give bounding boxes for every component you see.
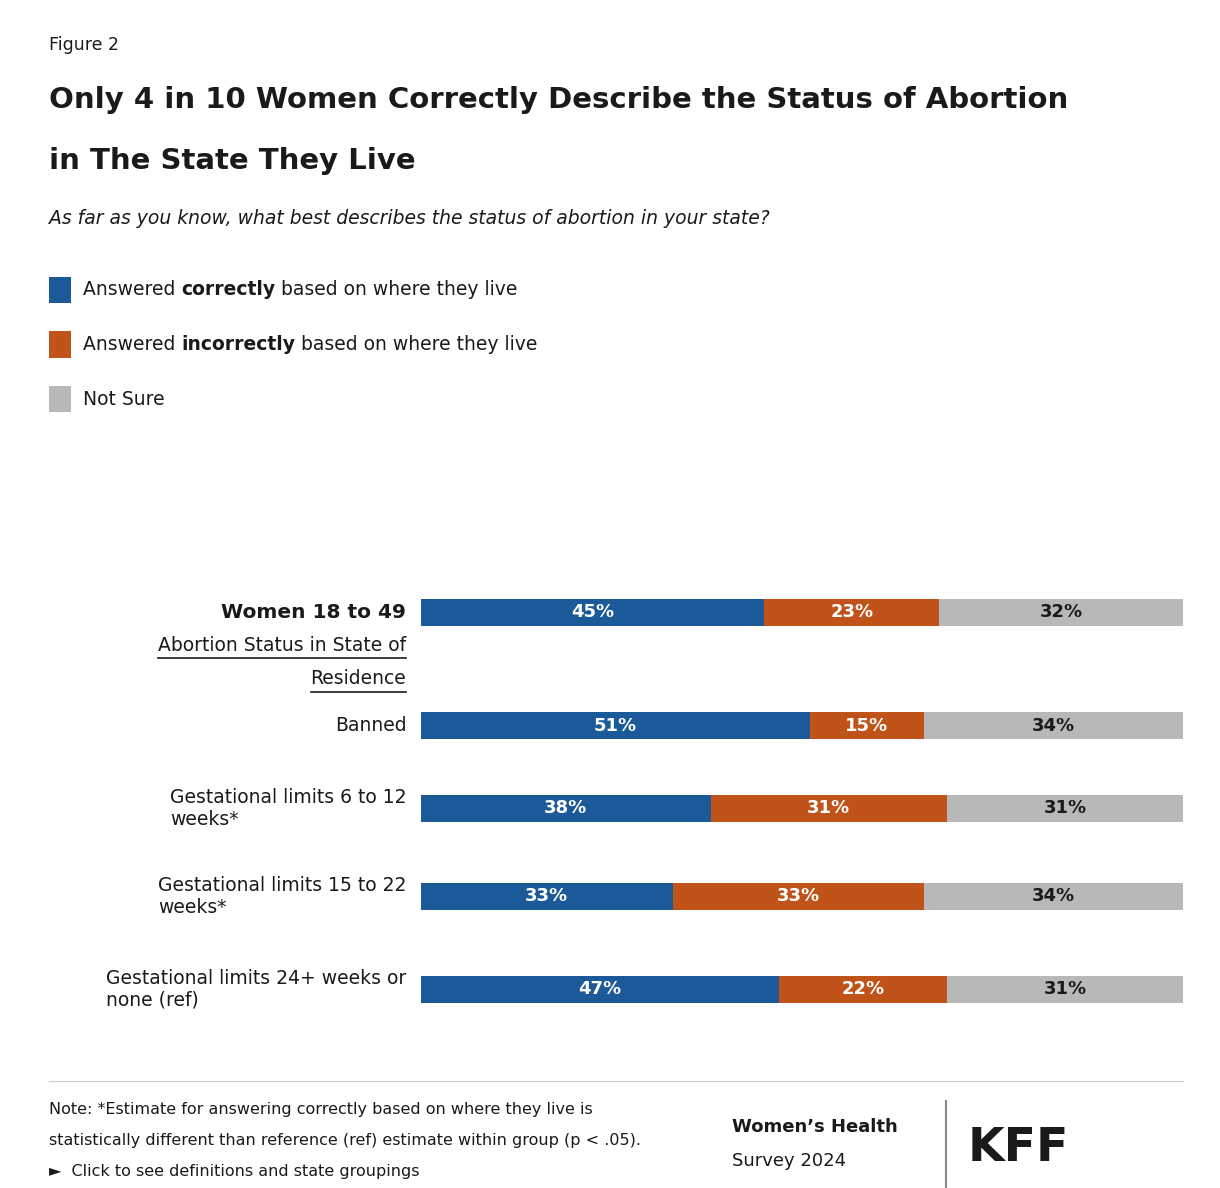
- Text: 47%: 47%: [578, 980, 622, 998]
- Text: 34%: 34%: [1032, 716, 1075, 735]
- Text: Women 18 to 49: Women 18 to 49: [221, 602, 406, 621]
- Text: incorrectly: incorrectly: [182, 335, 295, 354]
- Bar: [672, 883, 925, 910]
- Bar: [947, 975, 1183, 1003]
- Text: Answered: Answered: [83, 280, 182, 299]
- Text: Note: *Estimate for answering correctly based on where they live is: Note: *Estimate for answering correctly …: [49, 1102, 593, 1118]
- Bar: [780, 975, 947, 1003]
- Text: Gestational limits 24+ weeks or
none (ref): Gestational limits 24+ weeks or none (re…: [106, 969, 406, 1010]
- Bar: [421, 599, 764, 626]
- Bar: [924, 713, 1183, 739]
- Text: Women’s Health: Women’s Health: [732, 1118, 898, 1137]
- Text: statistically different than reference (ref) estimate within group (p < .05).: statistically different than reference (…: [49, 1133, 640, 1149]
- Text: 33%: 33%: [525, 887, 569, 905]
- Text: based on where they live: based on where they live: [276, 280, 517, 299]
- Text: KFF: KFF: [967, 1126, 1069, 1171]
- Bar: [924, 883, 1183, 910]
- Text: 34%: 34%: [1032, 887, 1075, 905]
- Text: 31%: 31%: [1043, 980, 1087, 998]
- Text: 31%: 31%: [1043, 800, 1087, 817]
- Text: Figure 2: Figure 2: [49, 36, 118, 53]
- Text: Not Sure: Not Sure: [83, 390, 165, 409]
- Text: based on where they live: based on where they live: [295, 335, 538, 354]
- Text: 22%: 22%: [842, 980, 884, 998]
- Text: in The State They Live: in The State They Live: [49, 147, 416, 176]
- Text: Abortion Status in State of: Abortion Status in State of: [159, 636, 406, 655]
- Bar: [764, 599, 939, 626]
- Bar: [810, 713, 924, 739]
- Bar: [421, 713, 810, 739]
- Bar: [421, 975, 780, 1003]
- Text: Only 4 in 10 Women Correctly Describe the Status of Abortion: Only 4 in 10 Women Correctly Describe th…: [49, 86, 1068, 114]
- Bar: [710, 795, 947, 822]
- Bar: [421, 883, 672, 910]
- Text: 32%: 32%: [1039, 604, 1083, 621]
- Text: Residence: Residence: [311, 669, 406, 688]
- Text: 45%: 45%: [571, 604, 614, 621]
- Text: ►  Click to see definitions and state groupings: ► Click to see definitions and state gro…: [49, 1164, 420, 1180]
- Text: Gestational limits 6 to 12
weeks*: Gestational limits 6 to 12 weeks*: [170, 788, 406, 829]
- Text: Gestational limits 15 to 22
weeks*: Gestational limits 15 to 22 weeks*: [157, 876, 406, 917]
- Bar: [947, 795, 1183, 822]
- Text: Answered: Answered: [83, 335, 182, 354]
- Text: 23%: 23%: [830, 604, 874, 621]
- Text: correctly: correctly: [182, 280, 276, 299]
- Bar: [421, 795, 710, 822]
- Text: 31%: 31%: [808, 800, 850, 817]
- Text: 33%: 33%: [777, 887, 820, 905]
- Text: Survey 2024: Survey 2024: [732, 1151, 847, 1170]
- Text: As far as you know, what best describes the status of abortion in your state?: As far as you know, what best describes …: [49, 209, 770, 228]
- Text: 51%: 51%: [594, 716, 637, 735]
- Bar: [939, 599, 1183, 626]
- Text: Banned: Banned: [334, 716, 406, 735]
- Text: 15%: 15%: [845, 716, 888, 735]
- Text: 38%: 38%: [544, 800, 587, 817]
